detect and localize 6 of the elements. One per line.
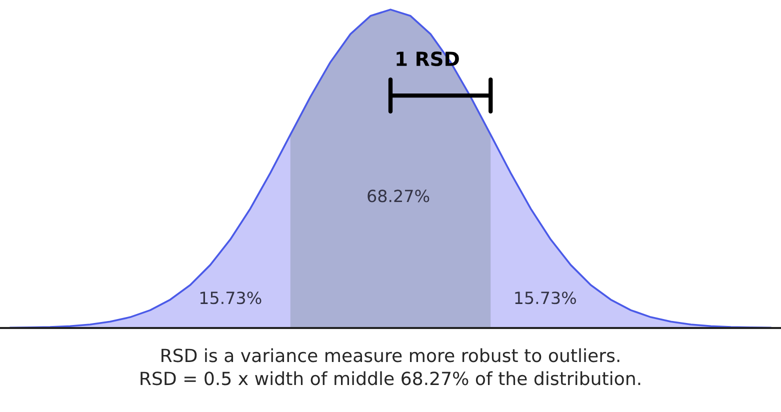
annotation: 1 RSD [396, 51, 459, 66]
text: RSD is a variance measure more robust to outliers. [162, 348, 620, 362]
text: RSD = 0.5 x width of middle 68.27% of the distribution. [140, 371, 640, 386]
annotation: 15.73% [200, 292, 262, 304]
annotation: 68.27% [368, 190, 430, 202]
annotation: 15.73% [515, 292, 576, 304]
